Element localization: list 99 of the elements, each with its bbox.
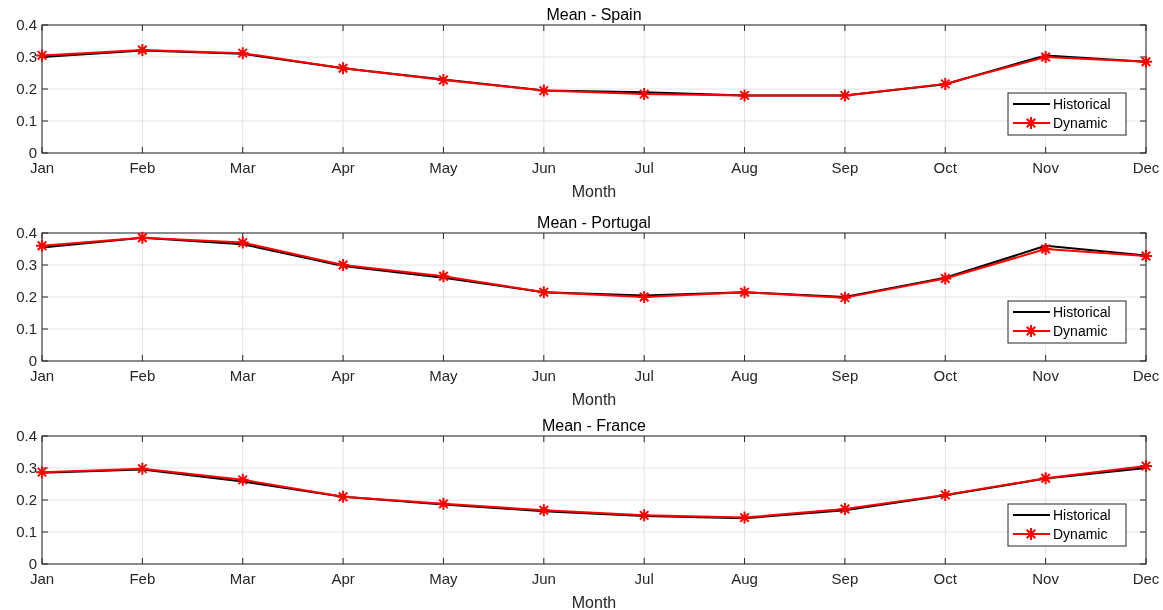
y-tick-label: 0.1 — [16, 523, 37, 541]
point — [536, 83, 551, 98]
y-tick-label: 0.3 — [16, 459, 37, 477]
point — [436, 496, 451, 511]
x-tick-label: Jul — [634, 159, 654, 176]
y-tick-label: 0.1 — [16, 320, 37, 338]
point — [35, 238, 49, 253]
y-tick-label: 0.2 — [16, 288, 37, 306]
point — [1139, 459, 1153, 474]
y-tick-label: 0.4 — [16, 224, 37, 242]
x-tick-label: Jan — [29, 159, 55, 176]
y-tick-label: 0 — [28, 555, 37, 573]
point — [1038, 50, 1053, 64]
point — [637, 508, 652, 523]
x-tick-label: Apr — [331, 159, 355, 176]
x-tick-label: Dec — [1132, 367, 1160, 384]
x-tick-label: Feb — [129, 570, 156, 587]
x-tick-label: Oct — [933, 159, 958, 176]
point — [737, 510, 752, 525]
x-tick-label: Sep — [831, 367, 859, 384]
x-tick-label: Feb — [129, 367, 156, 384]
x-tick-label: May — [429, 570, 459, 587]
point — [35, 465, 49, 480]
x-axis-title: Month — [571, 594, 617, 610]
point — [35, 48, 49, 63]
x-tick-label: Nov — [1032, 367, 1060, 384]
point — [135, 42, 150, 57]
legend-label: Historical — [1053, 95, 1111, 112]
y-tick-label: 0.4 — [16, 16, 37, 34]
x-tick-label: Jun — [531, 570, 556, 587]
point — [637, 87, 652, 102]
point — [637, 290, 652, 304]
point — [1038, 471, 1053, 486]
x-tick-label: Aug — [731, 367, 758, 384]
chart-title: Mean - Spain — [546, 6, 642, 23]
point — [135, 461, 150, 476]
x-tick-label: Aug — [731, 570, 758, 587]
point — [737, 285, 752, 300]
x-tick-label: Mar — [229, 159, 256, 176]
x-tick-label: Nov — [1032, 159, 1060, 176]
point — [235, 235, 250, 250]
point — [737, 88, 752, 103]
y-tick-label: 0.1 — [16, 112, 37, 130]
y-tick-label: 0.3 — [16, 48, 37, 66]
x-tick-label: Apr — [331, 367, 355, 384]
y-tick-label: 0.2 — [16, 80, 37, 98]
x-tick-label: Jul — [634, 367, 654, 384]
legend-label: Dynamic — [1053, 322, 1108, 339]
point — [135, 230, 150, 245]
x-tick-label: Jul — [634, 570, 654, 587]
point — [837, 501, 852, 516]
point — [938, 487, 953, 502]
point — [1038, 242, 1053, 256]
x-tick-label: May — [429, 367, 459, 384]
x-tick-label: Sep — [831, 159, 859, 176]
x-tick-label: Dec — [1132, 159, 1160, 176]
point — [938, 271, 953, 286]
x-tick-label: May — [429, 159, 459, 176]
legend-label: Historical — [1053, 303, 1111, 320]
point — [336, 61, 351, 76]
x-tick-label: Oct — [933, 570, 958, 587]
point — [536, 503, 551, 518]
x-axis-title: Month — [571, 183, 617, 200]
y-tick-label: 0.4 — [16, 427, 37, 445]
point — [837, 88, 852, 103]
x-tick-label: Mar — [229, 570, 256, 587]
point — [1139, 54, 1153, 69]
y-tick-label: 0.2 — [16, 491, 37, 509]
point — [235, 46, 250, 61]
point — [336, 489, 351, 504]
point — [336, 258, 351, 272]
chart-title: Mean - France — [541, 417, 647, 434]
legend-label: Historical — [1053, 506, 1111, 523]
x-tick-label: Apr — [331, 570, 355, 587]
x-tick-label: Oct — [933, 367, 958, 384]
x-tick-label: Jan — [29, 570, 55, 587]
x-axis-title: Month — [571, 391, 617, 408]
x-tick-label: Aug — [731, 159, 758, 176]
y-tick-label: 0.3 — [16, 256, 37, 274]
point — [837, 290, 852, 305]
point — [436, 269, 451, 284]
x-tick-label: Nov — [1032, 570, 1060, 587]
y-tick-label: 0 — [28, 144, 37, 162]
point — [235, 472, 250, 487]
point — [436, 73, 451, 88]
point — [1139, 249, 1153, 264]
point — [536, 285, 551, 300]
x-tick-label: Dec — [1132, 570, 1160, 587]
chart-title: Mean - Portugal — [537, 214, 651, 231]
x-tick-label: Sep — [831, 570, 859, 587]
x-tick-label: Jan — [29, 367, 55, 384]
point — [938, 76, 953, 91]
x-tick-label: Jun — [531, 159, 556, 176]
legend-label: Dynamic — [1053, 525, 1108, 542]
y-tick-label: 0 — [28, 352, 37, 370]
x-tick-label: Mar — [229, 367, 256, 384]
x-tick-label: Jun — [531, 367, 556, 384]
x-tick-label: Feb — [129, 159, 156, 176]
legend-label: Dynamic — [1053, 114, 1108, 131]
